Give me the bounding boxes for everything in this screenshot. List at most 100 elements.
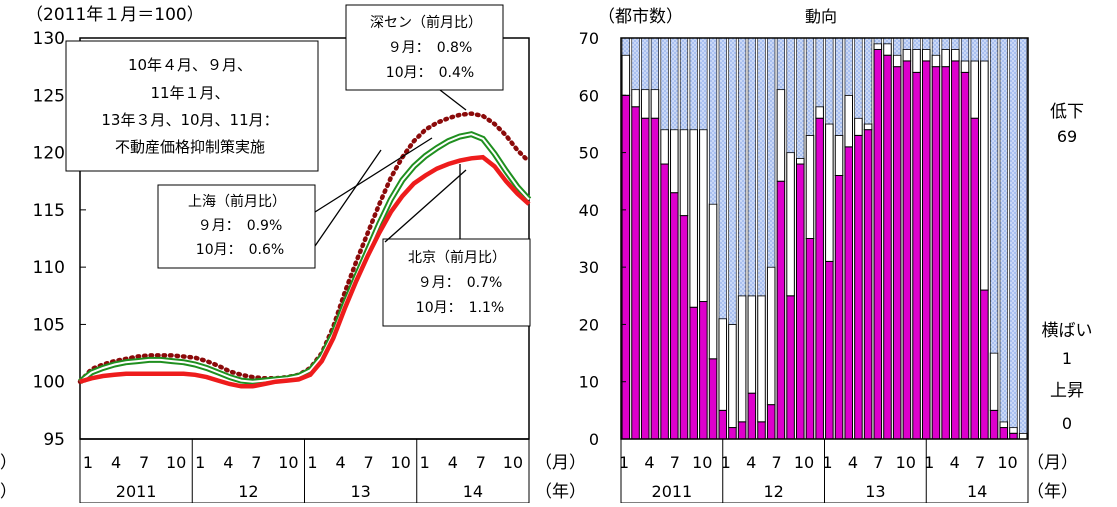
right-y-axis: 0 10 20 30 40 50 60 70 bbox=[579, 29, 626, 449]
bar-decline bbox=[864, 37, 873, 125]
bar-decline bbox=[902, 37, 911, 50]
bar-flat bbox=[650, 89, 660, 119]
beijing-annotation-leader-2 bbox=[384, 169, 467, 243]
left-y-tick-label: 95 bbox=[43, 430, 65, 450]
bar-flat bbox=[931, 54, 941, 68]
left-year-unit: （年） bbox=[535, 482, 586, 502]
bar-rise bbox=[689, 306, 698, 440]
bar-rise bbox=[999, 427, 1009, 440]
bar-flat bbox=[766, 266, 776, 406]
right-y-tick-label: 0 bbox=[589, 430, 599, 449]
bar-rise bbox=[989, 409, 999, 440]
policy-annotation: 10年４月、９月、 11年１月、 13年３月、10月、11月： 不動産価格抑制策… bbox=[65, 40, 319, 172]
right-y-tick-label: 10 bbox=[579, 373, 599, 392]
bar-rise bbox=[650, 117, 660, 440]
bar-decline bbox=[912, 37, 921, 50]
right-x-label: （月） bbox=[1027, 453, 1078, 473]
bar-flat bbox=[747, 295, 757, 394]
legend-value: 0 bbox=[1062, 414, 1072, 433]
bar-decline bbox=[844, 37, 853, 96]
bar-decline bbox=[1019, 37, 1028, 434]
right-month-tick: 7 bbox=[772, 453, 782, 472]
bar-rise bbox=[834, 174, 844, 440]
right-month-tick: 10 bbox=[692, 453, 712, 472]
bar-flat bbox=[776, 89, 786, 182]
bar-flat bbox=[1018, 432, 1028, 440]
shanghai-annotation-box bbox=[157, 184, 316, 269]
bar-rise bbox=[854, 134, 863, 440]
bar-rise bbox=[631, 106, 640, 440]
policy-line-3: 13年３月、10月、11月： bbox=[101, 111, 278, 129]
shanghai-annotation-oct: 10月： 0.6% bbox=[196, 242, 284, 258]
bar-decline bbox=[1009, 37, 1018, 428]
shenzhen-annotation-oct: 10月： 0.4% bbox=[386, 65, 474, 81]
left-y-tick-label: 130 bbox=[33, 29, 65, 49]
bar-rise bbox=[941, 66, 950, 440]
left-month-tick: 7 bbox=[476, 453, 486, 472]
right-month-tick: 10 bbox=[896, 453, 916, 472]
bar-flat bbox=[844, 94, 854, 148]
bar-flat bbox=[989, 352, 999, 411]
bar-rise bbox=[931, 66, 941, 440]
right-month-tick: 1 bbox=[721, 453, 731, 472]
beijing-annotation-sep: ９月： 0.7% bbox=[418, 275, 503, 291]
legend-label: 上昇 bbox=[1050, 381, 1084, 401]
bar-decline bbox=[786, 37, 795, 153]
left-y-tick-label: 120 bbox=[33, 144, 65, 164]
bar-decline bbox=[834, 37, 844, 136]
bar-flat bbox=[825, 123, 834, 262]
bar-rise bbox=[766, 404, 776, 440]
bar-rise bbox=[728, 427, 737, 440]
shenzhen-annotation: 深セン（前月比） ９月： 0.8% 10月： 0.4% bbox=[345, 4, 504, 91]
left-y-axis: 95 100 105 110 115 120 125 130 bbox=[33, 29, 86, 450]
right-month-tick: 1 bbox=[924, 453, 934, 472]
right-y-tick-label: 50 bbox=[579, 144, 599, 163]
right-y-tick-label: 30 bbox=[579, 258, 599, 277]
bar-decline bbox=[815, 37, 824, 108]
left-month-tick: 4 bbox=[448, 453, 458, 472]
bar-decline bbox=[941, 37, 950, 50]
right-month-tick: 4 bbox=[950, 453, 960, 472]
bar-decline bbox=[708, 37, 718, 205]
left-year-label: 2011 bbox=[116, 482, 157, 501]
bar-flat bbox=[980, 60, 989, 291]
bar-rise bbox=[951, 60, 960, 440]
right-month-tick: 4 bbox=[746, 453, 756, 472]
bar-rise bbox=[902, 60, 912, 440]
legend-label: 横ばい bbox=[1042, 321, 1093, 341]
bar-decline bbox=[650, 37, 659, 90]
bar-flat bbox=[999, 421, 1009, 429]
right-y-tick-label: 70 bbox=[579, 29, 599, 48]
bar-flat bbox=[912, 48, 921, 73]
bar-decline bbox=[980, 37, 989, 62]
bar-flat bbox=[951, 48, 960, 62]
bar-flat bbox=[1009, 427, 1018, 434]
shanghai-annotation-sep: ９月： 0.9% bbox=[198, 218, 283, 234]
bar-decline bbox=[641, 37, 650, 90]
right-month-tick: 4 bbox=[644, 453, 654, 472]
right-year-label: 2011 bbox=[652, 482, 693, 501]
legend-label: 低下 bbox=[1050, 102, 1084, 122]
bar-rise bbox=[912, 71, 921, 440]
shanghai-annotation-leader-1 bbox=[314, 137, 433, 213]
bar-rise bbox=[795, 163, 805, 440]
bar-rise bbox=[1009, 432, 1018, 440]
right-chart-subtitle: 動向 bbox=[805, 7, 837, 26]
bar-flat bbox=[921, 48, 931, 62]
left-y-tick-label: 105 bbox=[33, 315, 65, 335]
right-chart-title: （都市数） bbox=[598, 7, 683, 27]
left-month-tick: 10 bbox=[278, 453, 298, 472]
bar-flat bbox=[718, 318, 728, 411]
bar-rise bbox=[873, 48, 883, 440]
right-month-tick: 1 bbox=[619, 453, 629, 472]
bar-decline bbox=[747, 37, 756, 297]
left-y-tick-label: 125 bbox=[33, 86, 65, 106]
bar-rise bbox=[757, 421, 766, 440]
beijing-annotation-oct: 10月： 1.1% bbox=[416, 300, 504, 316]
bar-rise bbox=[844, 146, 854, 440]
left-year-label: 14 bbox=[463, 482, 483, 501]
bar-flat bbox=[892, 54, 902, 68]
bar-decline bbox=[631, 37, 640, 90]
right-month-tick: 10 bbox=[794, 453, 814, 472]
